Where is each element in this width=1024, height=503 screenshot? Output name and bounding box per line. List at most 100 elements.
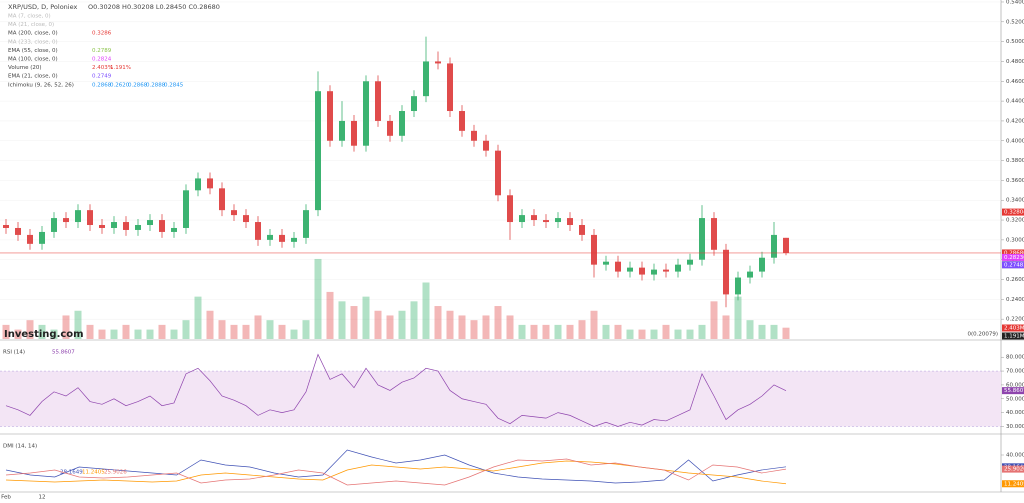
candle-body	[771, 234, 777, 258]
candle-body	[603, 261, 609, 265]
volume-bar	[182, 320, 190, 339]
indicator-name: MA (21, close, 0)	[8, 22, 54, 28]
candle-body	[243, 215, 249, 223]
indicator-name: EMA (21, close, 0)	[8, 74, 58, 80]
volume-bar	[290, 329, 298, 339]
indicator-name: Ichimoku (9, 26, 52, 26)	[8, 82, 74, 88]
volume-bar	[458, 315, 466, 339]
volume-bar	[314, 258, 322, 339]
volume-bar	[230, 324, 238, 339]
volume-bar	[590, 310, 598, 339]
volume-bar	[110, 329, 118, 339]
volume-label-box	[1002, 332, 1024, 340]
candle-body	[75, 210, 81, 223]
candle-body	[351, 120, 357, 146]
volume-bar	[374, 310, 382, 339]
indicator-value: 1.191%	[110, 65, 131, 71]
volume-bar	[506, 315, 514, 339]
ohlc-label: O0.30208 H0.30208 L0.28450 C0.28680	[88, 3, 220, 11]
volume-bar	[74, 310, 82, 339]
volume-bar	[2, 324, 10, 339]
candle-body	[207, 178, 213, 189]
candle-body	[291, 237, 297, 242]
candle-body	[459, 111, 465, 131]
value-label-box	[1002, 480, 1024, 488]
candle-body	[615, 261, 621, 272]
candle-body	[687, 259, 693, 265]
volume-bar	[410, 301, 418, 339]
volume-bar	[746, 320, 754, 339]
candle-body	[303, 210, 309, 238]
candle-body	[387, 120, 393, 136]
candle-body	[27, 234, 33, 244]
volume-bar	[362, 296, 370, 339]
indicator-value: 0.2749	[92, 74, 112, 80]
volume-bar	[782, 327, 790, 339]
volume-bar	[326, 291, 334, 339]
candle-body	[363, 81, 369, 146]
volume-bar	[734, 296, 742, 339]
volume-bar	[38, 324, 46, 339]
volume-bar	[446, 310, 454, 339]
candle-body	[423, 61, 429, 97]
candle-body	[651, 269, 657, 275]
volume-bar	[146, 329, 154, 339]
volume-bar	[134, 329, 142, 339]
volume-label: 2.403M	[1004, 326, 1024, 332]
candle-body	[339, 120, 345, 141]
candle-body	[711, 218, 717, 250]
volume-bar	[710, 301, 718, 339]
indicator-line	[5, 458, 787, 486]
candle-body	[15, 227, 21, 235]
y-tick-label: 0.54000	[1006, 0, 1024, 5]
candle-body	[699, 218, 705, 260]
candle-body	[231, 210, 237, 216]
indicator-name: MA (100, close, 0)	[8, 57, 58, 63]
volume-bar	[614, 324, 622, 339]
volume-bar	[662, 324, 670, 339]
value-label-box	[1002, 387, 1024, 395]
volume-bar	[770, 324, 778, 339]
candle-body	[543, 220, 549, 223]
indicator-value: 2.403%	[92, 65, 113, 71]
watermark: Investing.com	[4, 329, 84, 340]
candle-body	[627, 267, 633, 272]
volume-bar	[242, 324, 250, 339]
legend-value: 55.8607	[52, 350, 75, 356]
volume-bar	[170, 329, 178, 339]
volume-bar	[674, 329, 682, 339]
volume-bar	[434, 306, 442, 339]
indicator-name: MA (233, close, 0)	[8, 39, 58, 45]
indicator-value: 0.2620	[110, 82, 130, 88]
candle-body	[111, 222, 117, 228]
candle-body	[591, 234, 597, 265]
candle-body	[555, 218, 561, 223]
volume-bar	[266, 320, 274, 339]
value-label: 11.2405	[1004, 481, 1024, 487]
indicator-value: 0.2888	[146, 82, 166, 88]
price-label-box	[1002, 261, 1024, 269]
candle-body	[267, 234, 273, 240]
candle-body	[579, 225, 585, 235]
candle-body	[315, 91, 321, 211]
candle-body	[567, 218, 573, 226]
volume-bar	[122, 324, 130, 339]
candle-body	[483, 140, 489, 151]
indicator-value: 0.2868	[128, 82, 148, 88]
candle-body	[783, 237, 789, 253]
candle-body	[99, 225, 105, 228]
indicator-line	[5, 353, 787, 427]
indicator-value: 0.2789	[92, 48, 112, 54]
candle-body	[399, 111, 405, 136]
indicator-value: 0.3286	[92, 31, 112, 37]
